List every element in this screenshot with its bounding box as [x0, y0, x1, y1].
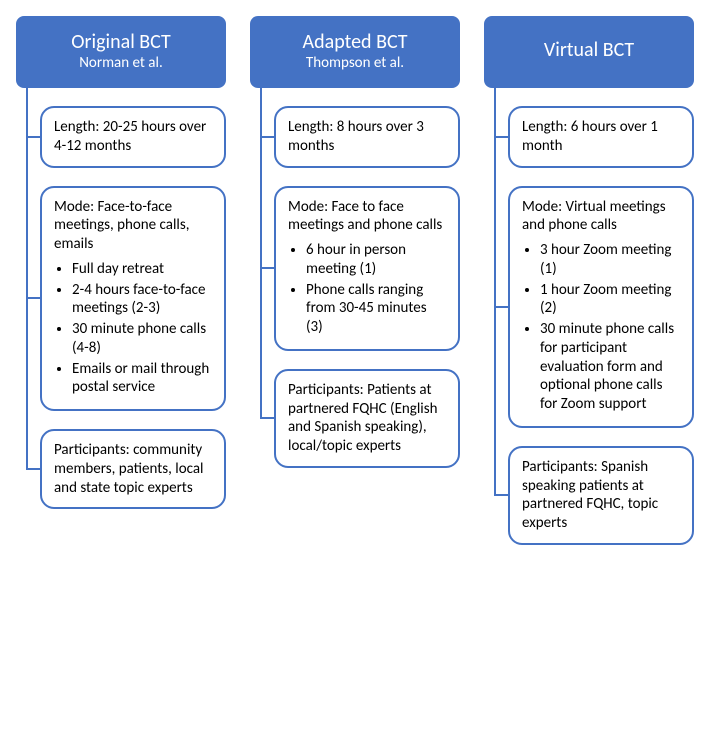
column-header: Virtual BCT: [484, 16, 694, 88]
box-length: Length: 20-25 hours over 4-12 months: [40, 106, 226, 168]
column-title: Adapted BCT: [264, 31, 446, 53]
bullet-item: Full day retreat: [72, 260, 212, 279]
column-body: Length: 8 hours over 3 months Mode: Face…: [250, 88, 460, 468]
box-participants: Participants: Patients at partnered FQHC…: [274, 369, 460, 468]
bullet-list: 6 hour in person meeting (1) Phone calls…: [288, 241, 446, 337]
connector-spine: [260, 78, 262, 419]
column-subtitle: Thompson et al.: [264, 55, 446, 72]
bullet-item: Emails or mail through postal service: [72, 360, 212, 398]
box-lead: Participants: community members, patient…: [54, 441, 212, 497]
column-body: Length: 20-25 hours over 4-12 months Mod…: [16, 88, 226, 509]
column-adapted-bct: Adapted BCT Thompson et al. Length: 8 ho…: [250, 16, 460, 486]
box-participants: Participants: Spanish speaking patients …: [508, 446, 694, 545]
box-length: Length: 6 hours over 1 month: [508, 106, 694, 168]
bullet-item: 30 minute phone calls for participant ev…: [540, 320, 680, 414]
box-lead: Participants: Patients at partnered FQHC…: [288, 381, 446, 456]
box-lead: Length: 20-25 hours over 4-12 months: [54, 118, 212, 156]
box-mode: Mode: Face-to-face meetings, phone calls…: [40, 186, 226, 412]
column-virtual-bct: Virtual BCT Length: 6 hours over 1 month…: [484, 16, 694, 563]
bullet-list: 3 hour Zoom meeting (1) 1 hour Zoom meet…: [522, 241, 680, 414]
box-length: Length: 8 hours over 3 months: [274, 106, 460, 168]
column-body: Length: 6 hours over 1 month Mode: Virtu…: [484, 88, 694, 545]
column-subtitle: Norman et al.: [30, 55, 212, 72]
bullet-item: 3 hour Zoom meeting (1): [540, 241, 680, 279]
box-lead: Mode: Face to face meetings and phone ca…: [288, 198, 446, 236]
box-lead: Mode: Virtual meetings and phone calls: [522, 198, 680, 236]
column-title: Original BCT: [30, 31, 212, 53]
bullet-item: 30 minute phone calls (4-8): [72, 320, 212, 358]
connector-spine: [494, 78, 496, 496]
bullet-item: Phone calls ranging from 30-45 minutes (…: [306, 281, 446, 337]
box-lead: Participants: Spanish speaking patients …: [522, 458, 680, 533]
box-mode: Mode: Face to face meetings and phone ca…: [274, 186, 460, 351]
column-header: Adapted BCT Thompson et al.: [250, 16, 460, 88]
box-lead: Length: 8 hours over 3 months: [288, 118, 446, 156]
bullet-list: Full day retreat 2-4 hours face-to-face …: [54, 260, 212, 397]
column-original-bct: Original BCT Norman et al. Length: 20-25…: [16, 16, 226, 527]
box-mode: Mode: Virtual meetings and phone calls 3…: [508, 186, 694, 428]
box-lead: Mode: Face-to-face meetings, phone calls…: [54, 198, 212, 254]
box-participants: Participants: community members, patient…: [40, 429, 226, 509]
column-title: Virtual BCT: [498, 39, 680, 61]
box-lead: Length: 6 hours over 1 month: [522, 118, 680, 156]
diagram-root: Original BCT Norman et al. Length: 20-25…: [16, 16, 694, 563]
bullet-item: 6 hour in person meeting (1): [306, 241, 446, 279]
bullet-item: 2-4 hours face-to-face meetings (2-3): [72, 281, 212, 319]
column-header: Original BCT Norman et al.: [16, 16, 226, 88]
bullet-item: 1 hour Zoom meeting (2): [540, 281, 680, 319]
